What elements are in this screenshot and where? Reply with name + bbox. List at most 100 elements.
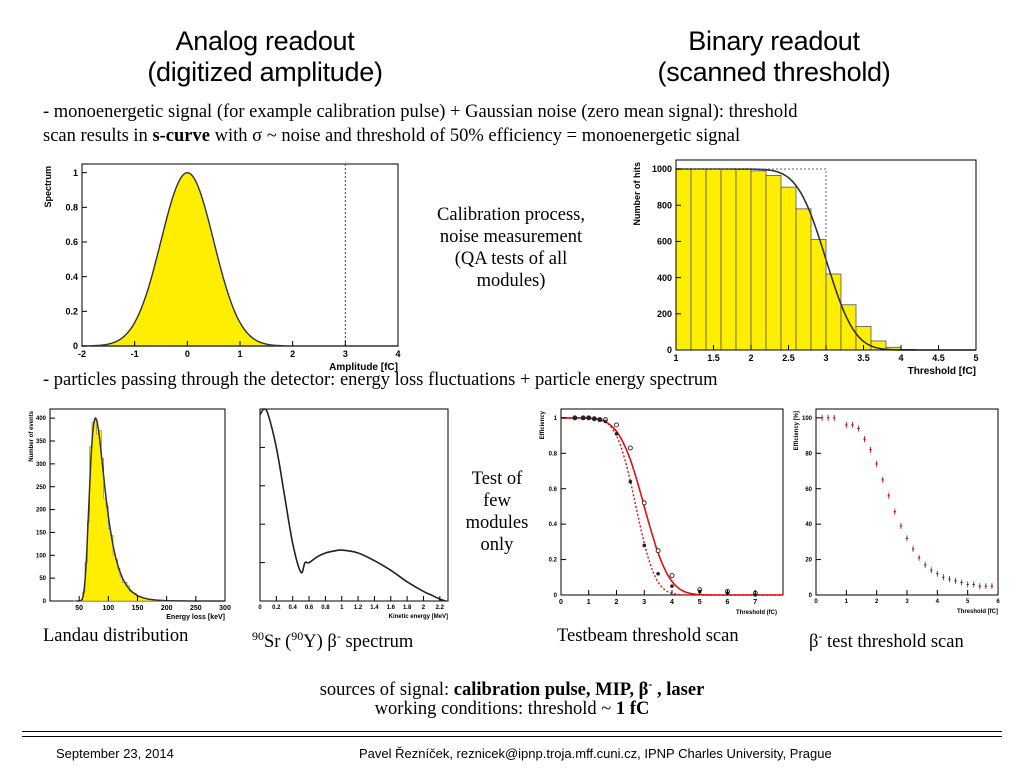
header-binary-line1: Binary readout — [688, 26, 860, 56]
intro-line2-c: with — [209, 126, 253, 146]
y-tick-label: 1 — [554, 416, 558, 422]
working-prefix: working conditions: threshold ~ — [374, 699, 616, 719]
working-line: working conditions: threshold ~ 1 fC — [0, 698, 1024, 720]
y-tick-label: 250 — [36, 485, 47, 491]
x-axis-label: Threshold [fC] — [957, 609, 998, 615]
y-tick-label: 0.6 — [65, 237, 78, 247]
calibration-note-line3: (QA tests of all — [454, 249, 568, 269]
x-tick-label: 0.8 — [321, 605, 330, 611]
data-point-filled — [603, 419, 608, 424]
sr-spectrum-chart: 0 0.2 0.4 0.6 0.8 1 1.2 1.4 1.6 1.8 2 2.2 Kinetic en… — [258, 408, 449, 620]
y-tick-label: 0.2 — [549, 558, 558, 564]
x-tick-label: 0 — [185, 349, 190, 359]
plot-frame — [49, 408, 226, 602]
intro-line1: - monoenergetic signal (for example cali… — [43, 102, 798, 122]
histogram-bin — [780, 186, 797, 351]
y-tick-label: 300 — [36, 462, 47, 468]
x-tick-label: -2 — [78, 349, 86, 359]
x-axis-label: Threshold [fC] — [908, 366, 976, 377]
landau-chart: 50 100 150 200 250 300 0 50 100 150 200 250 300 350 40… — [29, 408, 231, 621]
sources-line: sources of signal: calibration pulse, MI… — [0, 673, 1024, 701]
calibration-note-line1: Calibration process, — [437, 205, 585, 225]
x-tick-label: 3.5 — [857, 353, 870, 363]
x-axis-label: Energy loss [keV] — [166, 614, 225, 621]
y-tick-label: 80 — [805, 451, 812, 457]
sources-bold: calibration pulse, MIP, — [453, 680, 639, 701]
caption-sr-beta: β — [327, 632, 337, 653]
particles-line: - particles passing through the detector… — [43, 370, 718, 390]
y-tick-label: 60 — [805, 487, 812, 493]
caption-beta-symbol: β — [809, 632, 819, 653]
y-tick-label: 0 — [554, 593, 558, 599]
x-tick-label: 2 — [290, 349, 295, 359]
x-tick-label: 7 — [753, 599, 757, 606]
footer-date: September 23, 2014 — [56, 746, 174, 761]
caption-sr-minus: - — [336, 629, 341, 643]
data-point-filled — [581, 416, 585, 420]
x-tick-label: 3 — [823, 353, 828, 363]
test-note-line3: modules — [465, 513, 529, 533]
x-tick-label: 50 — [75, 605, 83, 612]
plot-frame — [560, 408, 784, 596]
intro-line2: scan results in s-curve with σ ~ noise a… — [43, 125, 740, 147]
y-tick-label: 600 — [657, 237, 672, 247]
data-point-filled — [573, 416, 577, 420]
x-tick-label: 4 — [395, 349, 400, 359]
x-tick-label: 1.8 — [403, 605, 412, 611]
x-tick-label: 4 — [936, 599, 940, 605]
sources-bold-end: , laser — [652, 680, 705, 701]
header-analog-line1: Analog readout — [175, 26, 355, 56]
x-tick-label: 1 — [237, 349, 242, 359]
y-tick-label: 1 — [73, 168, 78, 178]
data-point-filled — [670, 584, 674, 588]
x-tick-label: 2 — [615, 599, 619, 606]
plot-frame — [815, 408, 999, 596]
x-tick-label: 2 — [748, 353, 753, 363]
data-point-open — [627, 445, 633, 451]
caption-sr-b: Sr ( — [264, 632, 292, 653]
x-tick-label: 150 — [132, 605, 144, 612]
data-point-filled — [614, 432, 619, 436]
footer-rule-bottom — [22, 736, 1002, 737]
sources-minus: - — [648, 677, 653, 691]
y-axis-label: Number of hits — [632, 162, 642, 226]
caption-testbeam: Testbeam threshold scan — [557, 626, 739, 646]
footer-rule-top — [22, 731, 1002, 732]
x-tick-label: 1 — [340, 605, 344, 611]
histogram-bin — [690, 168, 707, 351]
x-tick-label: 2 — [422, 605, 426, 611]
histogram-bin — [675, 168, 692, 351]
histogram-bin — [810, 239, 827, 351]
y-tick-label: 150 — [36, 531, 47, 537]
y-tick-label: 100 — [802, 416, 813, 422]
data-point-filled — [592, 416, 597, 421]
x-tick-label: 4.5 — [932, 353, 945, 363]
caption-sr-iso1: 90 — [252, 629, 264, 643]
data-point-open — [669, 573, 675, 578]
x-tick-label: 0 — [258, 605, 262, 611]
y-tick-label: 400 — [657, 273, 672, 283]
caption-beta-minus: - — [818, 629, 823, 643]
x-axis-label: Amplitude [fC] — [329, 362, 398, 373]
data-point-open — [614, 422, 619, 428]
intro-line2-a: scan results in — [43, 126, 153, 146]
header-binary: Binary readout (scanned threshold) — [624, 26, 924, 88]
caption-sr: 90Sr (90Y) β- spectrum — [252, 625, 413, 653]
calibration-note-line2: noise measurement — [439, 227, 583, 247]
sources-beta: β — [638, 680, 649, 701]
y-tick-label: 0.2 — [65, 306, 78, 316]
test-note-line2: few — [483, 491, 511, 511]
y-tick-label: 0 — [73, 341, 78, 351]
intro-scurve: s-curve — [152, 126, 210, 146]
test-note-line4: only — [480, 535, 514, 555]
data-point-filled — [642, 543, 647, 548]
x-axis-label: Kinetic energy [MeV] — [389, 614, 448, 620]
x-tick-label: 5 — [973, 353, 978, 363]
spectrum-chart: -2 -1 0 1 2 3 4 0 0.2 0.4 0.6 0.8 1 Spectrum Amplitude… — [43, 163, 401, 373]
histogram-bin — [735, 169, 752, 351]
plot-frame — [81, 163, 399, 347]
y-tick-label: 1000 — [652, 164, 672, 174]
y-tick-label: 800 — [657, 200, 672, 210]
x-tick-label: 1 — [673, 353, 678, 363]
sr-spectrum-line — [259, 408, 446, 602]
